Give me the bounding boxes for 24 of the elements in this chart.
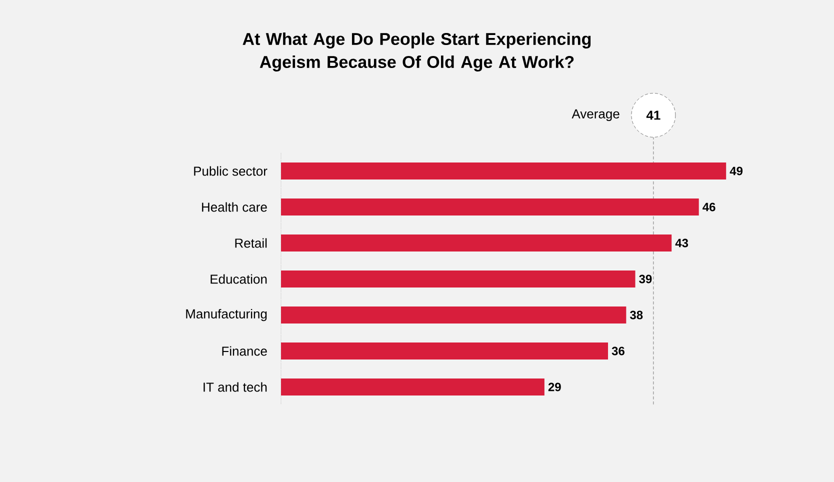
bar	[281, 306, 626, 324]
data-label: 46	[702, 202, 716, 212]
y-tick-label: Public sector	[194, 166, 268, 176]
y-tick-label: Retail	[235, 238, 267, 248]
data-label: 43	[675, 238, 688, 248]
y-tick-label: Manufacturing	[186, 308, 267, 322]
ref-line-label: Average	[572, 109, 620, 122]
data-label: 38	[630, 310, 643, 320]
y-tick-label: Finance	[222, 346, 267, 356]
bar	[281, 162, 726, 180]
bar	[281, 378, 544, 396]
y-tick-label: Health care	[202, 202, 267, 212]
data-label: 36	[612, 346, 624, 356]
data-label: 29	[548, 382, 561, 392]
y-tick-label: Education	[210, 274, 267, 284]
bar	[281, 270, 636, 288]
bar	[281, 234, 672, 252]
data-label: 39	[639, 274, 652, 284]
y-tick-label: IT and tech	[204, 382, 267, 392]
data-label: 49	[730, 166, 743, 176]
chart-title: At What Age Do People Start Experiencing Ageism Because Of Old Age At Work?	[242, 32, 591, 72]
bar	[281, 342, 608, 360]
bar	[281, 198, 699, 216]
text: 41	[646, 110, 660, 120]
